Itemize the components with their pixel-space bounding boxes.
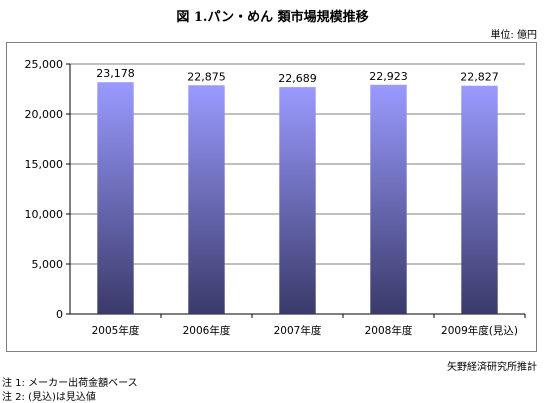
footnote-1: 注 1: メーカー出荷金額ベース xyxy=(2,378,138,389)
y-tick-label: 15,000 xyxy=(25,158,64,171)
bar xyxy=(188,85,225,314)
data-label: 23,178 xyxy=(96,67,135,80)
y-tick-label: 20,000 xyxy=(25,108,64,121)
y-tick-label: 5,000 xyxy=(32,258,64,271)
data-label: 22,875 xyxy=(187,70,226,83)
bar xyxy=(279,87,316,314)
x-tick-label: 2007年度 xyxy=(274,324,322,337)
data-label: 22,827 xyxy=(460,71,499,84)
y-tick-label: 0 xyxy=(56,308,63,321)
data-label: 22,689 xyxy=(278,72,317,85)
x-tick-label: 2008年度 xyxy=(365,324,413,337)
x-tick-label: 2005年度 xyxy=(92,324,140,337)
data-label: 22,923 xyxy=(369,70,408,83)
footnote-2: 注 2: (見込)は見込値 xyxy=(2,392,96,403)
x-tick-label: 2006年度 xyxy=(183,324,231,337)
chart-title: 図 1.パン・めん 類市場規模推移 xyxy=(176,10,369,25)
y-tick-label: 25,000 xyxy=(25,58,64,71)
bar xyxy=(97,82,134,314)
source-note: 矢野経済研究所推計 xyxy=(447,362,537,373)
y-tick-label: 10,000 xyxy=(25,208,64,221)
x-tick-label: 2009年度(見込) xyxy=(441,324,518,337)
unit-label: 単位: 億円 xyxy=(490,30,537,41)
chart-frame xyxy=(6,42,537,352)
bar xyxy=(461,85,498,314)
bar xyxy=(370,84,407,315)
